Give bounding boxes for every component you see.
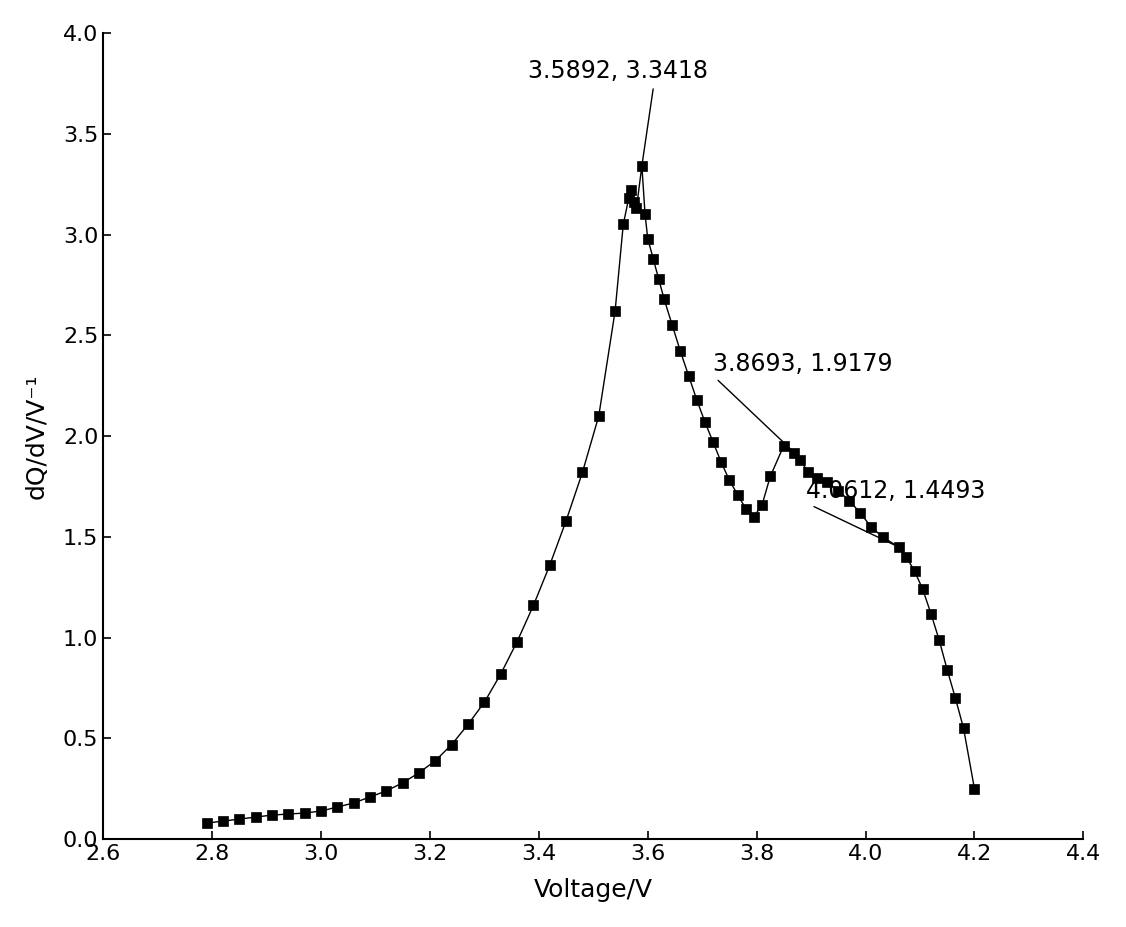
X-axis label: Voltage/V: Voltage/V — [534, 878, 653, 902]
Text: 4.0612, 1.4493: 4.0612, 1.4493 — [806, 478, 985, 546]
Text: 3.5892, 3.3418: 3.5892, 3.3418 — [528, 59, 708, 163]
Text: 3.8693, 1.9179: 3.8693, 1.9179 — [713, 351, 893, 451]
Y-axis label: dQ/dV/V⁻¹: dQ/dV/V⁻¹ — [25, 374, 50, 499]
